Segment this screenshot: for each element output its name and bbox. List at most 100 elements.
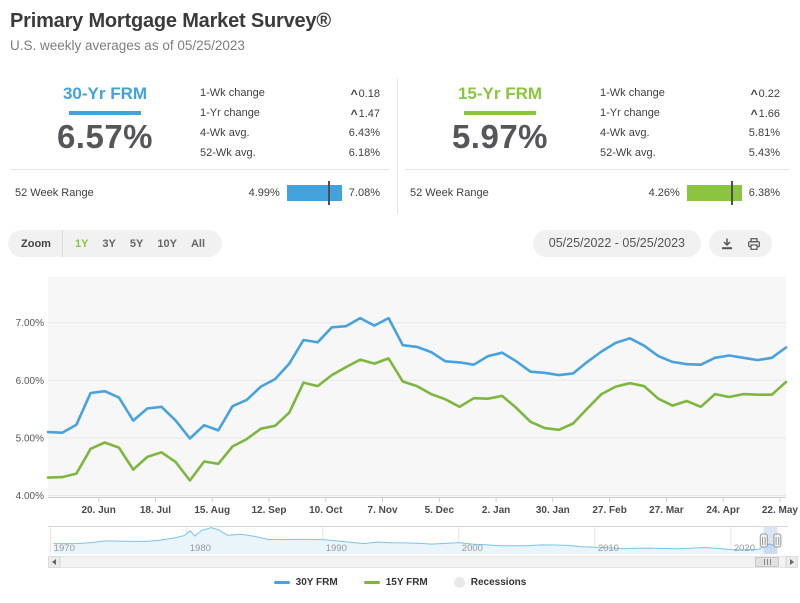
stat-label: 4-Wk avg. — [200, 127, 250, 139]
rate-card-top: 15-Yr FRM 5.97% 1-Wk change ^0.22 1-Yr cha… — [405, 77, 790, 169]
range-button-10y[interactable]: 10Y — [157, 237, 177, 250]
stat-value: 6.43% — [348, 127, 380, 139]
divider — [405, 169, 790, 170]
stat-row: 1-Wk change ^0.22 — [600, 83, 780, 103]
scrollbar-right-arrow[interactable] — [786, 556, 798, 568]
accent-underline — [69, 111, 141, 115]
range-button-5y[interactable]: 5Y — [129, 237, 144, 250]
divider — [61, 230, 63, 257]
legend-line-swatch — [363, 581, 380, 584]
up-caret-icon: ^ — [750, 107, 758, 121]
stat-label: 1-Wk change — [600, 87, 665, 99]
legend-label: Recessions — [470, 577, 527, 588]
stat-value: 6.18% — [348, 147, 380, 159]
chart-toolbar: Zoom 1Y 3Y 5Y 10Y All 05/25/2022 - 05/25/202… — [0, 230, 800, 258]
main-chart[interactable]: 4.00% 5.00% 6.00% 7.00% 20. Jun 18. Jul 15. Au… — [0, 270, 800, 520]
rate-value: 5.97% — [451, 118, 549, 155]
chart-legend: 30Y FRM 15Y FRM Recessions — [0, 577, 800, 588]
week-range-row: 52 Week Range 4.26% 6.38% — [405, 170, 790, 216]
rate-block: 30-Yr FRM 6.57% — [10, 77, 200, 169]
scrollbar-left-arrow[interactable] — [48, 556, 60, 568]
chart-actions — [709, 230, 772, 257]
legend-item-15y-frm[interactable]: 15Y FRM — [363, 577, 428, 588]
download-button[interactable] — [720, 237, 734, 251]
zoom-controls: Zoom 1Y 3Y 5Y 10Y All — [8, 230, 222, 257]
accent-underline — [464, 111, 536, 115]
week-range-values: 4.26% 6.38% — [648, 181, 790, 205]
stat-value: ^0.22 — [750, 87, 780, 101]
navigator-handle[interactable] — [773, 533, 782, 548]
rate-card-30yr: 30-Yr FRM 6.57% 1-Wk change ^0.18 1-Yr cha… — [10, 77, 390, 216]
x-axis-label: 20. Jun — [81, 505, 115, 516]
range-marker — [731, 181, 734, 205]
stat-row: 1-Yr change ^1.47 — [200, 103, 380, 123]
legend-circle-swatch — [453, 577, 465, 588]
x-axis-label: 27. Mar — [649, 505, 684, 516]
page-title: Primary Mortgage Market Survey® — [10, 10, 331, 32]
stat-row: 52-Wk avg. 6.18% — [200, 143, 380, 163]
stat-value: ^1.66 — [750, 107, 780, 121]
stat-value: ^0.18 — [350, 87, 380, 101]
x-axis-label: 27. Feb — [592, 505, 626, 516]
y-axis-label: 6.00% — [16, 376, 44, 387]
range-button-1y[interactable]: 1Y — [74, 237, 89, 250]
rate-value: 6.57% — [56, 118, 154, 155]
navigator-handle[interactable] — [759, 533, 768, 548]
stat-row: 1-Yr change ^1.66 — [600, 103, 780, 123]
range-bar — [686, 181, 742, 205]
stat-label: 52-Wk avg. — [200, 147, 256, 159]
print-icon — [748, 237, 760, 250]
download-icon — [722, 238, 732, 249]
x-axis-label: 7. Nov — [368, 505, 398, 516]
week-range-values: 4.99% 7.08% — [248, 181, 390, 205]
stat-row: 4-Wk avg. 5.81% — [600, 123, 780, 143]
range-button-3y[interactable]: 3Y — [102, 237, 116, 250]
legend-item-recessions[interactable]: Recessions — [453, 577, 527, 588]
up-caret-icon: ^ — [350, 107, 358, 121]
legend-item-30y-frm[interactable]: 30Y FRM — [273, 577, 338, 588]
week-range-label: 52 Week Range — [15, 187, 94, 199]
print-button[interactable] — [747, 237, 761, 251]
y-axis-label: 7.00% — [16, 318, 44, 329]
series-line-15y-frm[interactable] — [46, 357, 788, 482]
navigator-chart[interactable]: 1970 1980 1990 2000 2010 2020 — [0, 523, 800, 557]
navigator-area — [53, 527, 778, 554]
y-axis-label: 4.00% — [16, 491, 44, 502]
zoom-label: Zoom — [21, 237, 51, 250]
stat-label: 1-Wk change — [200, 87, 265, 99]
stat-value: 5.81% — [748, 127, 780, 139]
x-axis-label: 15. Aug — [194, 505, 230, 516]
range-marker — [328, 181, 331, 205]
navigator-year-label: 1980 — [190, 543, 211, 554]
week-range-label: 52 Week Range — [410, 187, 489, 199]
right-arrow-icon — [790, 559, 797, 565]
navigator-year-label: 2010 — [598, 543, 619, 554]
chart-scrollbar[interactable] — [48, 556, 798, 568]
legend-label: 30Y FRM — [295, 577, 338, 588]
range-low-value: 4.99% — [248, 187, 280, 199]
up-caret-icon: ^ — [750, 87, 758, 101]
range-low-value: 4.26% — [648, 187, 680, 199]
range-button-all[interactable]: All — [190, 237, 205, 250]
navigator-selection[interactable] — [763, 527, 778, 554]
series-line-30y-frm[interactable] — [46, 316, 788, 440]
date-range-picker[interactable]: 05/25/2022 - 05/25/2023 — [532, 230, 701, 257]
x-axis-label: 10. Oct — [309, 505, 343, 516]
rate-card-title: 30-Yr FRM — [62, 84, 148, 103]
x-axis-label: 18. Jul — [140, 505, 171, 516]
rate-block: 15-Yr FRM 5.97% — [405, 77, 595, 169]
x-axis-label: 12. Sep — [251, 505, 286, 516]
x-axis-label: 30. Jan — [536, 505, 570, 516]
stat-label: 4-Wk avg. — [600, 127, 650, 139]
range-buttons: 1Y 3Y 5Y 10Y All — [68, 238, 212, 250]
legend-label: 15Y FRM — [385, 577, 428, 588]
scrollbar-thumb[interactable] — [755, 557, 779, 567]
y-axis-label: 5.00% — [16, 433, 44, 444]
stat-value: 5.43% — [748, 147, 780, 159]
stat-value: ^1.47 — [350, 107, 380, 121]
page-subtitle: U.S. weekly averages as of 05/25/2023 — [10, 38, 245, 53]
range-high-value: 7.08% — [348, 187, 380, 199]
x-axis-label: 5. Dec — [425, 505, 455, 516]
scrollbar-track[interactable] — [60, 556, 786, 568]
